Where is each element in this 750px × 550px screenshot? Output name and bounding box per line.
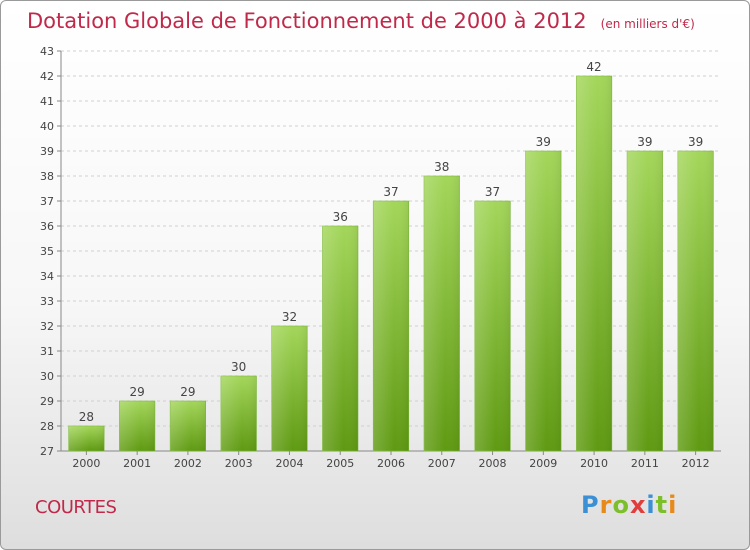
chart-unit: (en milliers d'€) xyxy=(600,17,695,31)
data-label-2004: 32 xyxy=(282,310,297,324)
x-tick-label-2000: 2000 xyxy=(72,457,100,470)
bar-shade-2012 xyxy=(677,151,714,451)
y-tick-label: 33 xyxy=(40,295,54,308)
x-tick-label-2011: 2011 xyxy=(631,457,659,470)
x-tick-label-2010: 2010 xyxy=(580,457,608,470)
y-tick-label: 35 xyxy=(40,245,54,258)
y-tick-label: 28 xyxy=(40,420,54,433)
bar-shade-2006 xyxy=(373,201,409,451)
bar-shade-2005 xyxy=(322,226,358,451)
bar-shade-2003 xyxy=(220,376,257,451)
data-label-2006: 37 xyxy=(383,185,398,199)
y-tick-label: 30 xyxy=(40,370,54,383)
x-tick-label-2007: 2007 xyxy=(428,457,456,470)
x-tick-label-2004: 2004 xyxy=(275,457,303,470)
x-tick-label-2003: 2003 xyxy=(225,457,253,470)
data-label-2005: 36 xyxy=(333,210,348,224)
commune-name: COURTES xyxy=(35,497,117,518)
proxiti-logo: Proxiti xyxy=(581,491,678,519)
y-tick-label: 31 xyxy=(40,345,54,358)
x-tick-label-2001: 2001 xyxy=(123,457,151,470)
x-tick-label-2009: 2009 xyxy=(529,457,557,470)
bar-shade-2009 xyxy=(525,151,562,451)
x-tick-label-2006: 2006 xyxy=(377,457,405,470)
data-label-2011: 39 xyxy=(637,135,652,149)
bar-shade-2007 xyxy=(424,176,460,451)
data-label-2001: 29 xyxy=(130,385,145,399)
chart-title: Dotation Globale de Fonctionnement de 20… xyxy=(27,9,695,33)
y-tick-label: 27 xyxy=(40,445,54,458)
bar-shade-2008 xyxy=(474,201,511,451)
y-tick-label: 36 xyxy=(40,220,54,233)
data-label-2010: 42 xyxy=(586,60,601,74)
y-tick-label: 40 xyxy=(40,120,54,133)
y-tick-label: 29 xyxy=(40,395,54,408)
x-tick-label-2008: 2008 xyxy=(479,457,507,470)
data-label-2012: 39 xyxy=(688,135,703,149)
data-label-2007: 38 xyxy=(434,160,449,174)
data-label-2008: 37 xyxy=(485,185,500,199)
y-tick-label: 37 xyxy=(40,195,54,208)
data-label-2009: 39 xyxy=(536,135,551,149)
bar-shade-2010 xyxy=(576,76,612,451)
y-tick-label: 34 xyxy=(40,270,54,283)
y-tick-label: 32 xyxy=(40,320,54,333)
bar-shade-2011 xyxy=(627,151,663,451)
data-label-2002: 29 xyxy=(180,385,195,399)
x-tick-label-2012: 2012 xyxy=(682,457,710,470)
y-tick-label: 43 xyxy=(40,45,54,58)
chart-title-text: Dotation Globale de Fonctionnement de 20… xyxy=(27,9,587,33)
x-tick-label-2002: 2002 xyxy=(174,457,202,470)
y-tick-label: 39 xyxy=(40,145,54,158)
bar-shade-2002 xyxy=(170,401,206,451)
x-tick-label-2005: 2005 xyxy=(326,457,354,470)
bar-shade-2004 xyxy=(271,326,308,451)
bar-shade-2001 xyxy=(119,401,155,451)
y-tick-label: 41 xyxy=(40,95,54,108)
y-tick-label: 38 xyxy=(40,170,54,183)
bar-shade-2000 xyxy=(68,426,105,451)
data-label-2003: 30 xyxy=(231,360,246,374)
data-label-2000: 28 xyxy=(79,410,94,424)
y-tick-label: 42 xyxy=(40,70,54,83)
